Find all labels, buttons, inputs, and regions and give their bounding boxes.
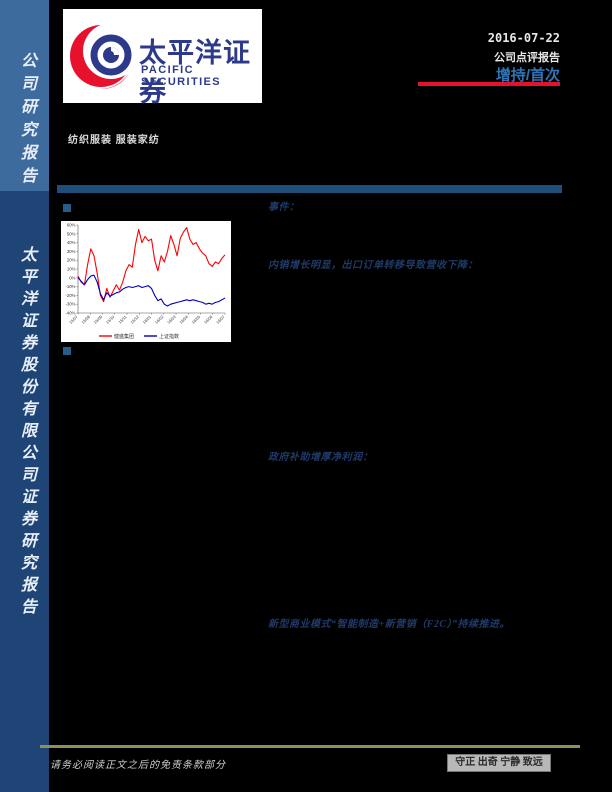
sidebar-bottom (0, 191, 49, 792)
rating-badge: 增持/首次 (495, 67, 560, 84)
svg-text:16/02: 16/02 (154, 314, 165, 325)
section-divider-bar (57, 185, 562, 193)
svg-text:20%: 20% (67, 258, 76, 263)
report-type: 公司点评报告 (494, 52, 560, 64)
svg-text:-30%: -30% (65, 302, 75, 307)
svg-text:10%: 10% (67, 267, 76, 272)
logo-title: 太平洋证券 (139, 38, 251, 107)
svg-text:15/07: 15/07 (68, 314, 79, 325)
sidebar-top-label: 公司研究报告 (18, 52, 35, 190)
sidebar-top (0, 0, 49, 191)
svg-text:-10%: -10% (65, 284, 75, 289)
svg-text:-20%: -20% (65, 293, 75, 298)
svg-text:16/05: 16/05 (191, 314, 202, 325)
sidebar-bottom-label: 太平洋证券股份有限公司证券研究报告 (18, 246, 35, 620)
section-heading-event: 事件： (268, 202, 300, 213)
svg-text:16/06: 16/06 (203, 314, 214, 325)
svg-text:-40%: -40% (65, 311, 75, 316)
section-heading-sales: 内销增长明显，出口订单转移导致营收下降： (268, 260, 478, 271)
footer-divider-line (40, 745, 580, 748)
svg-text:0%: 0% (69, 275, 75, 280)
section-heading-model: 新型商业模式“智能制造+新营销（F2C）”持续推进。 (268, 619, 511, 630)
svg-text:上证指数: 上证指数 (159, 333, 179, 340)
svg-text:50%: 50% (67, 231, 76, 236)
bullet-square-icon (63, 347, 71, 355)
svg-text:15/11: 15/11 (117, 314, 128, 325)
svg-text:16/07: 16/07 (215, 314, 226, 325)
logo-box: 太平洋证券 PACIFIC SECURITIES (63, 9, 262, 107)
bullet-square-icon (63, 204, 71, 212)
report-date: 2016-07-22 (487, 31, 560, 45)
svg-text:15/12: 15/12 (129, 314, 140, 325)
section-heading-subsidy: 政府补助增厚净利润： (268, 452, 373, 463)
svg-text:15/09: 15/09 (93, 314, 104, 325)
logo-subtitle: PACIFIC SECURITIES (141, 64, 222, 88)
sector-label: 纺织服装 服装家纺 (68, 135, 160, 146)
pacific-logo-icon (69, 15, 141, 102)
rating-underline (418, 82, 560, 86)
svg-text:健盛集团: 健盛集团 (114, 333, 134, 340)
footer-slogan: 守正 出奇 宁静 致远 (447, 754, 551, 772)
svg-text:16/01: 16/01 (142, 314, 153, 325)
stock-performance-chart: 60% 50% 40% 30% 20% 10% 0% -10% -20% -30% -40% 15/0… (61, 221, 231, 342)
svg-text:15/08: 15/08 (80, 314, 91, 325)
footer-disclaimer: 请务必阅读正文之后的免责条款部分 (50, 760, 226, 771)
svg-text:40%: 40% (67, 240, 76, 245)
svg-text:60%: 60% (67, 223, 76, 228)
svg-text:30%: 30% (67, 249, 76, 254)
svg-text:16/03: 16/03 (166, 314, 177, 325)
svg-text:16/04: 16/04 (178, 314, 189, 325)
svg-text:15/10: 15/10 (105, 314, 116, 325)
